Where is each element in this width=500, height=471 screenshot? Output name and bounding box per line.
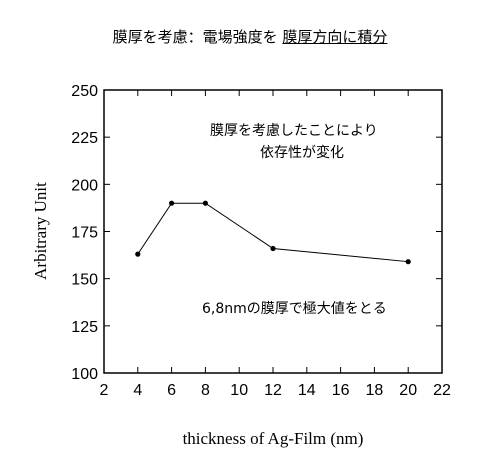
x-tick-label: 8 [201, 382, 210, 399]
y-axis-label: Arbitrary Unit [31, 182, 50, 280]
x-tick-label: 16 [332, 382, 350, 399]
data-point [405, 259, 411, 265]
y-tick-label: 175 [71, 225, 98, 242]
x-tick-label: 20 [399, 382, 417, 399]
annotation-bottom: 6,8nmの膜厚で極大値をとる [202, 301, 387, 317]
data-point [270, 245, 276, 252]
x-tick-label: 4 [133, 382, 142, 399]
x-tick-label: 6 [167, 382, 176, 399]
axis-ticks: 2 4 6 8 10 12 14 16 18 20 22 100 125 150 175 200 225 250 [71, 83, 451, 399]
x-tick-label: 2 [100, 382, 109, 399]
annotation-top-line2: 依存性が変化 [260, 145, 344, 161]
data-point [135, 251, 141, 257]
chart-title: 膜厚を考慮：電場強度を 膜厚方向に積分 [0, 26, 500, 47]
y-tick-label: 225 [71, 130, 98, 147]
y-tick-label: 100 [71, 366, 98, 383]
chart-title-plain: 膜厚を考慮：電場強度を [112, 28, 283, 46]
data-point [202, 200, 208, 206]
x-tick-label: 14 [298, 382, 316, 399]
annotation-top-line1: 膜厚を考慮したことにより [210, 123, 378, 139]
x-tick-label: 22 [433, 382, 451, 399]
x-tick-label: 12 [264, 382, 282, 399]
y-tick-label: 200 [71, 177, 98, 194]
y-tick-label: 150 [71, 272, 98, 289]
x-tick-label: 10 [230, 382, 248, 399]
series-line [137, 202, 409, 263]
y-tick-label: 125 [71, 319, 98, 336]
x-axis-label: thickness of Ag-Film (nm) [183, 429, 364, 448]
chart-title-underlined: 膜厚方向に積分 [282, 28, 388, 46]
data-series [135, 200, 411, 265]
y-tick-label: 250 [71, 83, 98, 100]
x-tick-label: 18 [366, 382, 384, 399]
data-point [169, 200, 175, 206]
